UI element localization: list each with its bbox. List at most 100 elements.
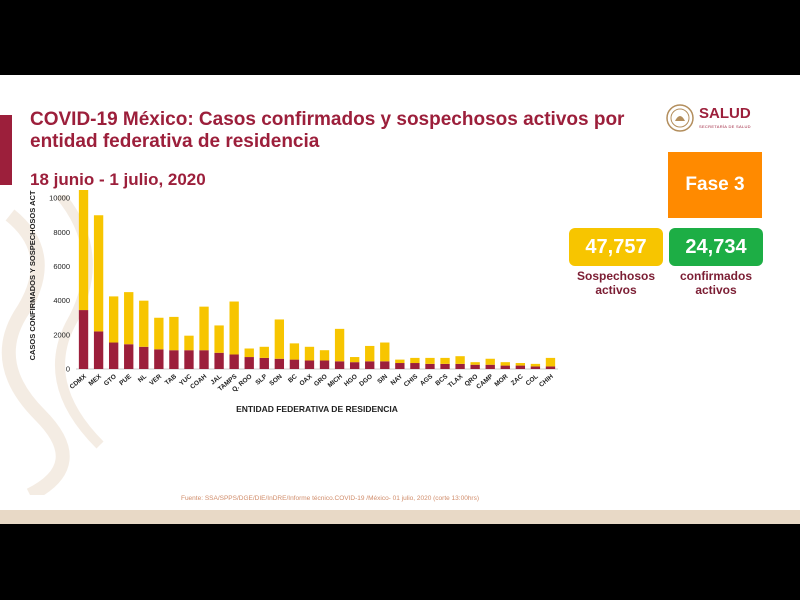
bar-confirmed-ver bbox=[154, 349, 164, 369]
y-tick-label: 8000 bbox=[53, 228, 70, 237]
x-tick-label: NL bbox=[137, 373, 148, 384]
x-tick-label: TLAX bbox=[447, 373, 465, 390]
bar-confirmed-oax bbox=[304, 360, 315, 369]
salud-logo: SALUD SECRETARÍA DE SALUD bbox=[665, 103, 775, 135]
bar-confirmed-hgo bbox=[349, 362, 360, 369]
bar-confirmed-sin bbox=[380, 361, 390, 369]
bar-suspected-chis bbox=[410, 357, 420, 364]
bar-suspected-tlax bbox=[455, 356, 465, 364]
bar-confirmed-ags bbox=[425, 363, 435, 369]
bar-suspected-nl bbox=[139, 300, 149, 347]
bar-suspected-tamps bbox=[229, 301, 239, 355]
bar-suspected-yuc bbox=[184, 335, 194, 351]
bar-suspected-tab bbox=[169, 316, 179, 351]
x-tick-label: MEX bbox=[88, 373, 104, 388]
logo-text: SALUD bbox=[699, 105, 751, 122]
chart-bars bbox=[78, 190, 556, 369]
bar-suspected-chih bbox=[545, 357, 556, 367]
bar-suspected-coah bbox=[199, 306, 209, 351]
x-tick-label: TAB bbox=[164, 373, 179, 387]
x-tick-label: CAMP bbox=[475, 373, 495, 391]
phase-badge: Fase 3 bbox=[668, 152, 762, 218]
bar-confirmed-pue bbox=[124, 344, 134, 369]
x-tick-label: GRO bbox=[313, 373, 329, 388]
bar-suspected-col bbox=[530, 363, 541, 367]
bar-confirmed-bcs bbox=[440, 363, 450, 369]
bar-suspected-mor bbox=[500, 362, 510, 366]
footer-band bbox=[0, 510, 800, 524]
x-tick-label: MOR bbox=[493, 373, 509, 388]
x-tick-label: VER bbox=[148, 373, 163, 387]
y-tick-labels: 020004000600080001000012000 bbox=[49, 194, 70, 374]
x-tick-label: MICH bbox=[327, 373, 344, 389]
bar-confirmed-tamps bbox=[229, 354, 239, 369]
bar-confirmed-mor bbox=[500, 365, 510, 369]
bar-confirmed-nay bbox=[395, 363, 405, 369]
bar-confirmed-tlax bbox=[455, 363, 465, 369]
x-tick-label: NAY bbox=[390, 373, 405, 387]
x-axis-label: ENTIDAD FEDERATIVA DE RESIDENCIA bbox=[236, 404, 398, 414]
bar-confirmed-mex bbox=[93, 331, 104, 369]
x-tick-label: PUE bbox=[118, 373, 133, 387]
bar-suspected-jal bbox=[214, 325, 224, 353]
y-tick-label: 0 bbox=[66, 365, 70, 374]
bar-suspected-son bbox=[274, 319, 285, 359]
bar-confirmed-chis bbox=[410, 363, 420, 369]
x-tick-label: ZAC bbox=[510, 373, 525, 387]
x-tick-label: SLP bbox=[254, 373, 269, 387]
bar-confirmed-slp bbox=[259, 357, 269, 369]
bar-confirmed-zac bbox=[515, 365, 526, 369]
bar-suspected-qro bbox=[470, 362, 480, 365]
x-tick-label: AGS bbox=[419, 373, 435, 388]
bar-confirmed-nl bbox=[139, 346, 149, 369]
bar-suspected-mex bbox=[93, 215, 104, 332]
bar-confirmed-qroo bbox=[244, 357, 254, 369]
date-range: 18 junio - 1 julio, 2020 bbox=[30, 170, 206, 189]
bar-confirmed-yuc bbox=[184, 350, 194, 369]
page-title: COVID-19 México: Casos confirmados y sos… bbox=[30, 109, 625, 152]
bar-suspected-dgo bbox=[365, 345, 375, 362]
bar-suspected-camp bbox=[485, 358, 495, 365]
bar-suspected-mich bbox=[334, 328, 345, 362]
x-tick-label: DGO bbox=[358, 373, 374, 388]
bar-confirmed-mich bbox=[334, 361, 345, 369]
suspected-count-badge: 47,757 bbox=[569, 228, 663, 266]
bar-suspected-gro bbox=[319, 350, 330, 361]
bar-suspected-nay bbox=[395, 359, 405, 364]
x-tick-label: BC bbox=[287, 373, 299, 385]
bar-suspected-sin bbox=[380, 342, 390, 362]
x-tick-label: SON bbox=[268, 373, 284, 388]
bar-suspected-bcs bbox=[440, 357, 450, 364]
bar-confirmed-col bbox=[530, 366, 541, 369]
x-tick-label: CDMX bbox=[69, 373, 89, 391]
bar-confirmed-qro bbox=[470, 364, 480, 369]
x-tick-label: CHIS bbox=[403, 373, 420, 389]
bar-suspected-bc bbox=[289, 343, 300, 360]
bar-suspected-oax bbox=[304, 346, 315, 361]
bar-confirmed-gto bbox=[108, 342, 119, 369]
y-tick-label: 6000 bbox=[53, 262, 70, 271]
bar-confirmed-son bbox=[274, 358, 285, 369]
y-tick-label: 2000 bbox=[53, 330, 70, 339]
bar-confirmed-jal bbox=[214, 352, 224, 369]
bar-suspected-hgo bbox=[349, 357, 360, 363]
bar-confirmed-chih bbox=[545, 366, 556, 369]
bar-suspected-slp bbox=[259, 346, 269, 358]
x-tick-label: CHIH bbox=[538, 373, 555, 389]
accent-bar bbox=[0, 115, 12, 185]
bar-confirmed-cdmx bbox=[78, 310, 89, 369]
bar-confirmed-dgo bbox=[365, 361, 375, 369]
x-tick-label: GTO bbox=[103, 373, 118, 387]
x-tick-label: COAH bbox=[189, 373, 208, 391]
suspected-label: Sospechosos activos bbox=[576, 269, 656, 297]
x-tick-label: COL bbox=[525, 373, 540, 387]
bar-suspected-qroo bbox=[244, 348, 254, 358]
y-tick-label: 10000 bbox=[49, 194, 70, 203]
bar-suspected-cdmx bbox=[78, 190, 89, 311]
y-axis-label: CASOS CONFIRMADOS Y SOSPECHOSOS ACTIVOS bbox=[28, 190, 37, 360]
bar-confirmed-tab bbox=[169, 350, 179, 369]
bar-confirmed-gro bbox=[319, 360, 330, 369]
confirmed-count-badge: 24,734 bbox=[669, 228, 763, 266]
